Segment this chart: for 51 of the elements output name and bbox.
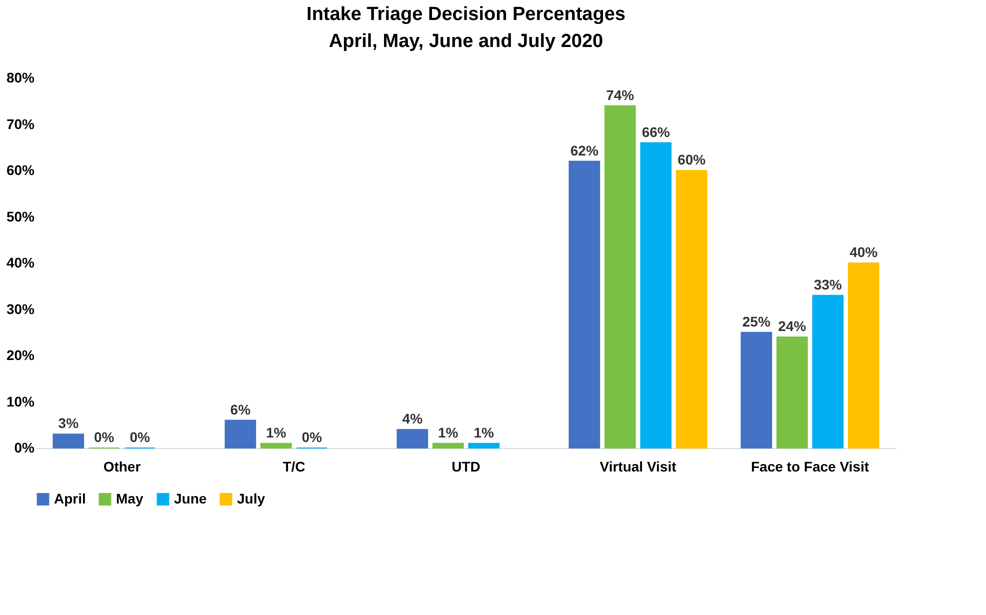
data-label: 1% [474, 424, 495, 440]
y-tick-label: 0% [14, 440, 36, 456]
data-label: 40% [850, 244, 878, 260]
bar [52, 434, 84, 448]
data-label: 25% [742, 313, 771, 330]
data-label: 0% [130, 429, 151, 445]
data-label: 1% [438, 424, 459, 440]
bar [224, 420, 256, 448]
data-label: 4% [402, 410, 424, 426]
x-tick-label: Face to Face Visit [750, 458, 870, 474]
legend-label: May [116, 490, 144, 506]
bar [432, 442, 464, 448]
data-label: 3% [58, 415, 80, 432]
data-label: 66% [642, 124, 670, 140]
x-tick-label: UTD [452, 458, 480, 474]
bar [396, 429, 428, 448]
bar [604, 105, 636, 448]
data-label: 0% [302, 429, 323, 445]
y-tick-label: 20% [6, 347, 36, 363]
y-tick-label: 10% [6, 393, 36, 410]
data-label: 60% [678, 152, 706, 168]
bar [260, 442, 292, 448]
y-tick-label: 50% [6, 208, 36, 224]
data-label: 0% [94, 429, 115, 445]
data-label: 1% [266, 424, 287, 440]
bar [568, 160, 600, 448]
bar [848, 262, 880, 448]
x-tick-label: T/C [282, 458, 306, 474]
bar [776, 336, 808, 448]
legend-label: June [174, 490, 207, 506]
y-tick-label: 70% [6, 116, 36, 132]
bar [812, 294, 844, 448]
y-tick-label: 80% [6, 70, 36, 86]
bar [740, 332, 772, 448]
data-label: 6% [230, 401, 252, 418]
bar [640, 142, 672, 448]
data-label: 74% [606, 86, 635, 103]
chart-title: Intake Triage Decision Percentages [306, 4, 626, 25]
data-label: 33% [814, 276, 842, 292]
y-tick-label: 40% [6, 254, 36, 270]
data-label: 62% [570, 142, 599, 158]
bar [676, 170, 708, 448]
data-label: 24% [778, 318, 807, 334]
x-tick-label: Other [103, 458, 142, 474]
y-tick-label: 30% [6, 300, 36, 317]
y-tick-label: 60% [6, 162, 36, 178]
chart-subtitle: April, May, June and July 2020 [328, 31, 604, 52]
legend-label: April [54, 490, 86, 506]
x-tick-label: Virtual Visit [600, 458, 677, 474]
bar [468, 442, 500, 448]
legend-label: July [237, 490, 266, 506]
